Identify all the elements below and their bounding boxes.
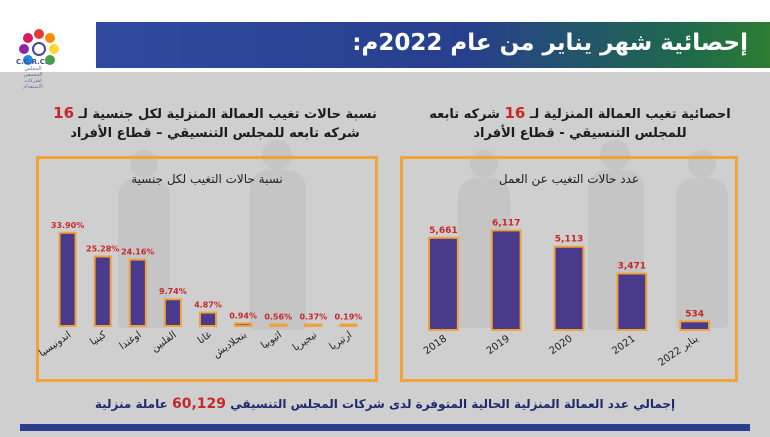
- footer-text-before: إجمالي عدد العمالة المنزلية الحالية المت…: [230, 397, 676, 411]
- chart-value-label: 24.16%: [121, 248, 154, 257]
- chart-category-label: بنجلاديش: [211, 329, 249, 360]
- ccrc-logo-icon: [19, 29, 59, 65]
- left-heading-number: 16: [53, 104, 75, 122]
- logo-text: C.C.R.C.: [16, 58, 48, 66]
- chart-bar: [553, 245, 585, 331]
- chart-category-label: كينيا: [88, 329, 108, 348]
- chart-value-label: 3,471: [618, 261, 646, 271]
- chart-category-label: 2020: [548, 333, 575, 357]
- chart-category-label: نيجيريا: [291, 329, 319, 353]
- chart-bar: [269, 323, 288, 328]
- chart-bar: [128, 258, 147, 327]
- chart-bar: [198, 311, 218, 327]
- footer-summary: إجمالي عدد العمالة المنزلية الحالية المت…: [0, 396, 770, 412]
- nationality-bar-chart: 33.90% اندونيسيا 25.28% كينيا 24.16% اوغندا 9.…: [37, 221, 363, 361]
- right-heading-text-after: شركه تابعه: [429, 107, 500, 122]
- logo-subtitle: المجلس التنسيقي لشركات الاستقدام: [23, 66, 43, 90]
- chart-bar: [163, 298, 182, 327]
- left-heading-line1: نسبة حالات تغيب العمالة المنزلية لكل جنس…: [50, 104, 380, 124]
- chart-category-label: اوغندا: [118, 329, 144, 352]
- chart-value-label: 0.94%: [229, 311, 257, 320]
- chart-value-label: 534: [685, 309, 704, 319]
- chart-bar: [93, 255, 112, 327]
- slide-title: إحصائية شهر يناير من عام 2022م:: [352, 30, 748, 56]
- chart-value-label: 6,117: [492, 218, 520, 228]
- background-figure: [250, 170, 306, 330]
- chart-value-label: 0.56%: [264, 312, 292, 321]
- chart-category-label: ارتيريا: [328, 329, 355, 352]
- absence-chart-title: عدد حالات التغيب عن العمل: [498, 172, 640, 186]
- nationality-chart-title: نسبة حالات التغيب لكل جنسية: [131, 172, 283, 186]
- chart-bar: [616, 272, 648, 331]
- left-heading-text: نسبة حالات تغيب العمالة المنزلية لكل جنس…: [78, 107, 377, 122]
- background-figure-head: [262, 140, 292, 170]
- chart-value-label: 4.87%: [194, 301, 222, 310]
- chart-bar: [339, 323, 358, 327]
- right-panel-heading: احصائية تغيب العمالة المنزلية لـ 16 شركه…: [420, 104, 740, 143]
- chart-category-label: 2018: [422, 333, 449, 357]
- chart-value-label: 5,113: [555, 235, 583, 245]
- right-heading-text: احصائية تغيب العمالة المنزلية لـ: [529, 107, 731, 122]
- chart-value-label: 0.19%: [335, 313, 363, 322]
- background-figure-head: [130, 150, 158, 178]
- chart-category-label: غانا: [196, 329, 214, 346]
- chart-category-label: يناير 2022: [657, 333, 701, 368]
- background-figure-head: [470, 150, 498, 178]
- right-heading-number: 16: [504, 104, 526, 122]
- left-heading-line2: شركه تابعه للمجلس التنسيقي – قطاع الأفرا…: [70, 126, 360, 141]
- chart-bar: [427, 236, 459, 331]
- chart-value-label: 33.90%: [51, 221, 84, 230]
- chart-category-label: اثيوبيا: [259, 329, 284, 351]
- chart-category-label: الفلبين: [149, 329, 178, 354]
- chart-category-label: 2019: [485, 333, 512, 357]
- background-figure-head: [688, 150, 716, 178]
- nationality-chart-box: [36, 156, 378, 382]
- left-panel-heading: نسبة حالات تغيب العمالة المنزلية لكل جنس…: [50, 104, 380, 143]
- chart-bar: [679, 320, 711, 331]
- chart-value-label: 9.74%: [159, 287, 187, 296]
- right-heading-line2: للمجلس التنسيقي - قطاع الأفراد: [473, 126, 687, 141]
- chart-category-label: اندونيسيا: [37, 329, 73, 359]
- background-figure-head: [600, 140, 630, 170]
- chart-value-label: 25.28%: [86, 244, 119, 253]
- background-figure: [676, 178, 728, 328]
- chart-value-label: 5,661: [429, 226, 457, 236]
- chart-bar: [304, 323, 323, 327]
- absence-chart-box: [400, 156, 738, 382]
- footer-total-number: 60,129: [171, 396, 227, 412]
- right-heading-line1: احصائية تغيب العمالة المنزلية لـ 16 شركه…: [420, 104, 740, 124]
- chart-bar: [490, 229, 522, 331]
- footer-line: [20, 424, 750, 431]
- chart-bar: [58, 231, 77, 327]
- absence-bar-chart: 5,661 2018 6,117 2019 5,113 2020 3,471 2021 534 ي…: [422, 218, 711, 369]
- chart-category-label: 2021: [610, 333, 637, 357]
- chart-value-label: 0.37%: [299, 313, 327, 322]
- title-bar: إحصائية شهر يناير من عام 2022م:: [96, 22, 770, 68]
- footer-text-after: عاملة منزلية: [94, 397, 168, 411]
- chart-bar: [234, 322, 253, 327]
